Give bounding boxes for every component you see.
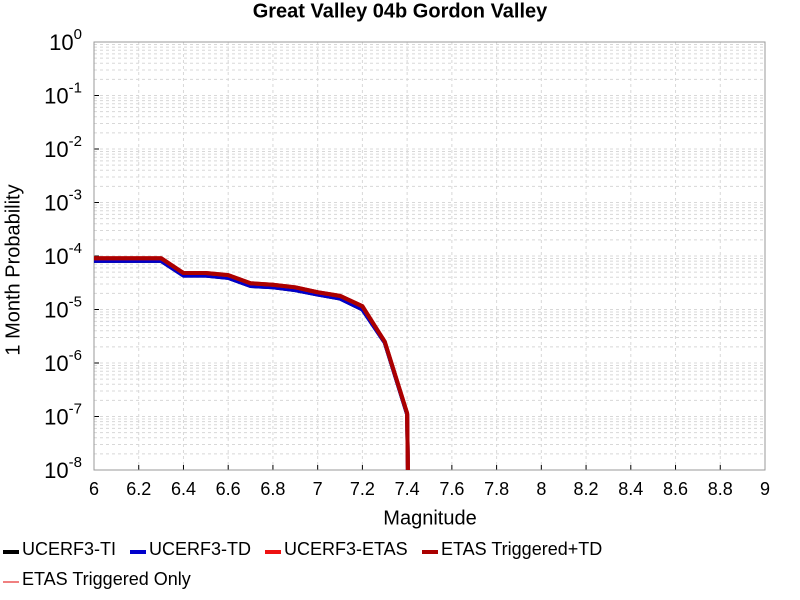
x-tick-label: 8.8: [708, 479, 733, 499]
x-tick-label: 7.6: [439, 479, 464, 499]
legend-label: ETAS Triggered+TD: [441, 539, 602, 559]
x-tick-label: 6.6: [216, 479, 241, 499]
x-tick-label: 7.8: [484, 479, 509, 499]
plot-area: [94, 256, 410, 470]
x-tick-label: 8.2: [574, 479, 599, 499]
x-tick-label: 6.4: [171, 479, 196, 499]
y-tick-label: 100: [49, 26, 82, 55]
plot-frame: [93, 41, 766, 471]
x-tick-label: 8: [536, 479, 546, 499]
y-tick-label: 10-7: [44, 400, 82, 429]
legend-label: ETAS Triggered Only: [22, 569, 191, 589]
y-tick-label: 10-5: [44, 293, 82, 322]
x-tick-label: 8.4: [618, 479, 643, 499]
x-tick-label: 9: [760, 479, 770, 499]
y-tick-label: 10-3: [44, 186, 82, 215]
y-tick-label: 10-2: [44, 133, 82, 162]
x-tick-label: 6: [89, 479, 99, 499]
series-line: [94, 256, 410, 470]
x-tick-label: 7.4: [395, 479, 420, 499]
chart-title: Great Valley 04b Gordon Valley: [253, 0, 548, 22]
legend-label: UCERF3-TI: [22, 539, 116, 559]
y-axis-label: 1 Month Probability: [2, 184, 24, 355]
x-tick-label: 6.8: [260, 479, 285, 499]
y-tick-label: 10-6: [44, 347, 82, 376]
x-axis-label: Magnitude: [383, 507, 476, 529]
y-tick-label: 10-8: [44, 454, 82, 483]
x-tick-label: 6.2: [126, 479, 151, 499]
x-tick-label: 8.6: [663, 479, 688, 499]
x-tick-label: 7.2: [350, 479, 375, 499]
legend-label: UCERF3-ETAS: [284, 539, 408, 559]
x-tick-label: 7: [313, 479, 323, 499]
y-tick-label: 10-1: [44, 79, 82, 108]
y-tick-label: 10-4: [44, 240, 82, 269]
legend-label: UCERF3-TD: [149, 539, 251, 559]
